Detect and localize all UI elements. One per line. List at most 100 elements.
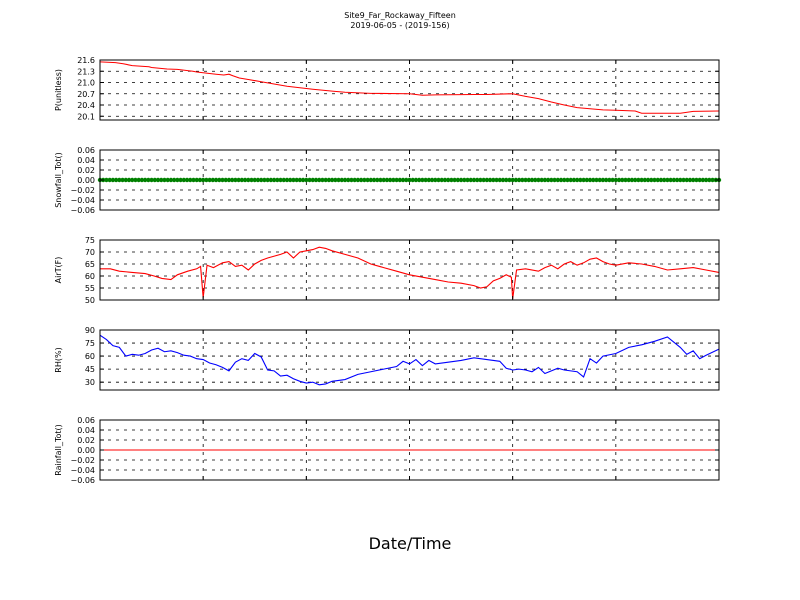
snowfall-point: [355, 177, 361, 183]
snowfall-point: [310, 177, 315, 183]
rainfall-ylabel: Rainfall_Tot(): [54, 424, 63, 476]
snowfall-point: [465, 177, 470, 183]
snowfall-point: [691, 177, 696, 183]
snowfall-point: [687, 177, 693, 183]
snowfall-point: [452, 177, 457, 183]
snowfall-point: [513, 177, 519, 183]
snowfall-point: [365, 177, 370, 183]
snowfall-point: [220, 177, 225, 183]
chart-subtitle: 2019-06-05 - (2019-156): [350, 21, 450, 30]
snowfall-point: [436, 177, 441, 183]
snowfall-point: [629, 177, 635, 183]
snowfall-ytick-label: −0.04: [70, 196, 95, 205]
pressure-ylabel: P(unitless): [54, 69, 63, 111]
snowfall-point: [255, 177, 261, 183]
snowfall-point: [545, 177, 551, 183]
snowfall-point: [671, 177, 677, 183]
snowfall-point: [429, 177, 435, 183]
snowfall-point: [294, 177, 299, 183]
snowfall-point: [578, 177, 583, 183]
snowfall-point: [146, 177, 151, 183]
snowfall-point: [168, 177, 174, 183]
snowfall-point: [178, 177, 183, 183]
snowfall-point: [204, 177, 209, 183]
snowfall-point: [217, 177, 222, 183]
relative-humidity-ytick-label: 75: [85, 339, 95, 348]
snowfall-point: [362, 177, 367, 183]
snowfall-point: [110, 177, 116, 183]
snowfall-point: [484, 177, 490, 183]
snowfall-point: [571, 177, 577, 183]
snowfall-point: [288, 177, 293, 183]
snowfall-point: [226, 177, 232, 183]
snowfall-point: [678, 177, 683, 183]
snowfall-point: [326, 177, 332, 183]
snowfall-point: [613, 177, 619, 183]
pressure-ytick-label: 20.4: [77, 101, 95, 110]
snowfall-point: [626, 177, 631, 183]
snowfall-point: [236, 177, 241, 183]
snowfall-point: [184, 177, 190, 183]
relative-humidity-ytick-label: 60: [85, 352, 95, 361]
snowfall-point: [349, 177, 354, 183]
snowfall-point: [684, 177, 689, 183]
snowfall-point: [700, 177, 706, 183]
snowfall-point: [400, 177, 406, 183]
snowfall-point: [223, 177, 228, 183]
snowfall-point: [591, 177, 596, 183]
snowfall-point: [139, 177, 145, 183]
snowfall-point: [320, 177, 325, 183]
snowfall-point: [262, 177, 267, 183]
snowfall-point: [336, 177, 341, 183]
snowfall-point: [536, 177, 541, 183]
snowfall-point: [307, 177, 312, 183]
snowfall-point: [317, 177, 322, 183]
snowfall-point: [249, 177, 254, 183]
snowfall-point: [384, 177, 390, 183]
snowfall-point: [188, 177, 193, 183]
snowfall-point: [268, 177, 274, 183]
air-temperature-ytick-label: 55: [85, 284, 95, 293]
snowfall-point: [494, 177, 499, 183]
snowfall-point: [404, 177, 409, 183]
air-temperature-ytick-label: 60: [85, 272, 95, 281]
snowfall-point: [252, 177, 257, 183]
air-temperature-ytick-label: 50: [85, 296, 95, 305]
snowfall-point: [413, 177, 419, 183]
snowfall-point: [149, 177, 154, 183]
snowfall-point: [258, 177, 264, 183]
snowfall-point: [352, 177, 357, 183]
rainfall-ytick-label: 0.06: [77, 416, 95, 425]
snowfall-point: [458, 177, 464, 183]
snowfall-point: [378, 177, 383, 183]
rainfall-ytick-label: 0.02: [77, 436, 95, 445]
snowfall-point: [104, 177, 109, 183]
snowfall-point: [358, 177, 364, 183]
snowfall-point: [587, 177, 593, 183]
snowfall-point: [665, 177, 670, 183]
relative-humidity-series-line: [99, 334, 720, 386]
snowfall-point: [581, 177, 586, 183]
pressure-ytick-label: 20.7: [77, 90, 95, 99]
snowfall-point: [181, 177, 187, 183]
snowfall-point: [416, 177, 422, 183]
snowfall-point: [520, 177, 525, 183]
snowfall-point: [507, 177, 512, 183]
snowfall-point: [155, 177, 161, 183]
snowfall-point: [655, 177, 660, 183]
snowfall-point: [642, 177, 648, 183]
snowfall-point: [533, 177, 538, 183]
snowfall-point: [117, 177, 122, 183]
snowfall-point: [455, 177, 461, 183]
snowfall-point: [194, 177, 199, 183]
pressure-ytick-label: 21.0: [77, 79, 95, 88]
snowfall-point: [333, 177, 338, 183]
air-temperature-ytick-label: 75: [85, 236, 95, 245]
snowfall-point: [242, 177, 248, 183]
snowfall-point: [213, 177, 219, 183]
snowfall-point: [207, 177, 212, 183]
x-axis-title: Date/Time: [368, 534, 452, 553]
snowfall-point: [594, 177, 599, 183]
snowfall-point: [658, 177, 664, 183]
